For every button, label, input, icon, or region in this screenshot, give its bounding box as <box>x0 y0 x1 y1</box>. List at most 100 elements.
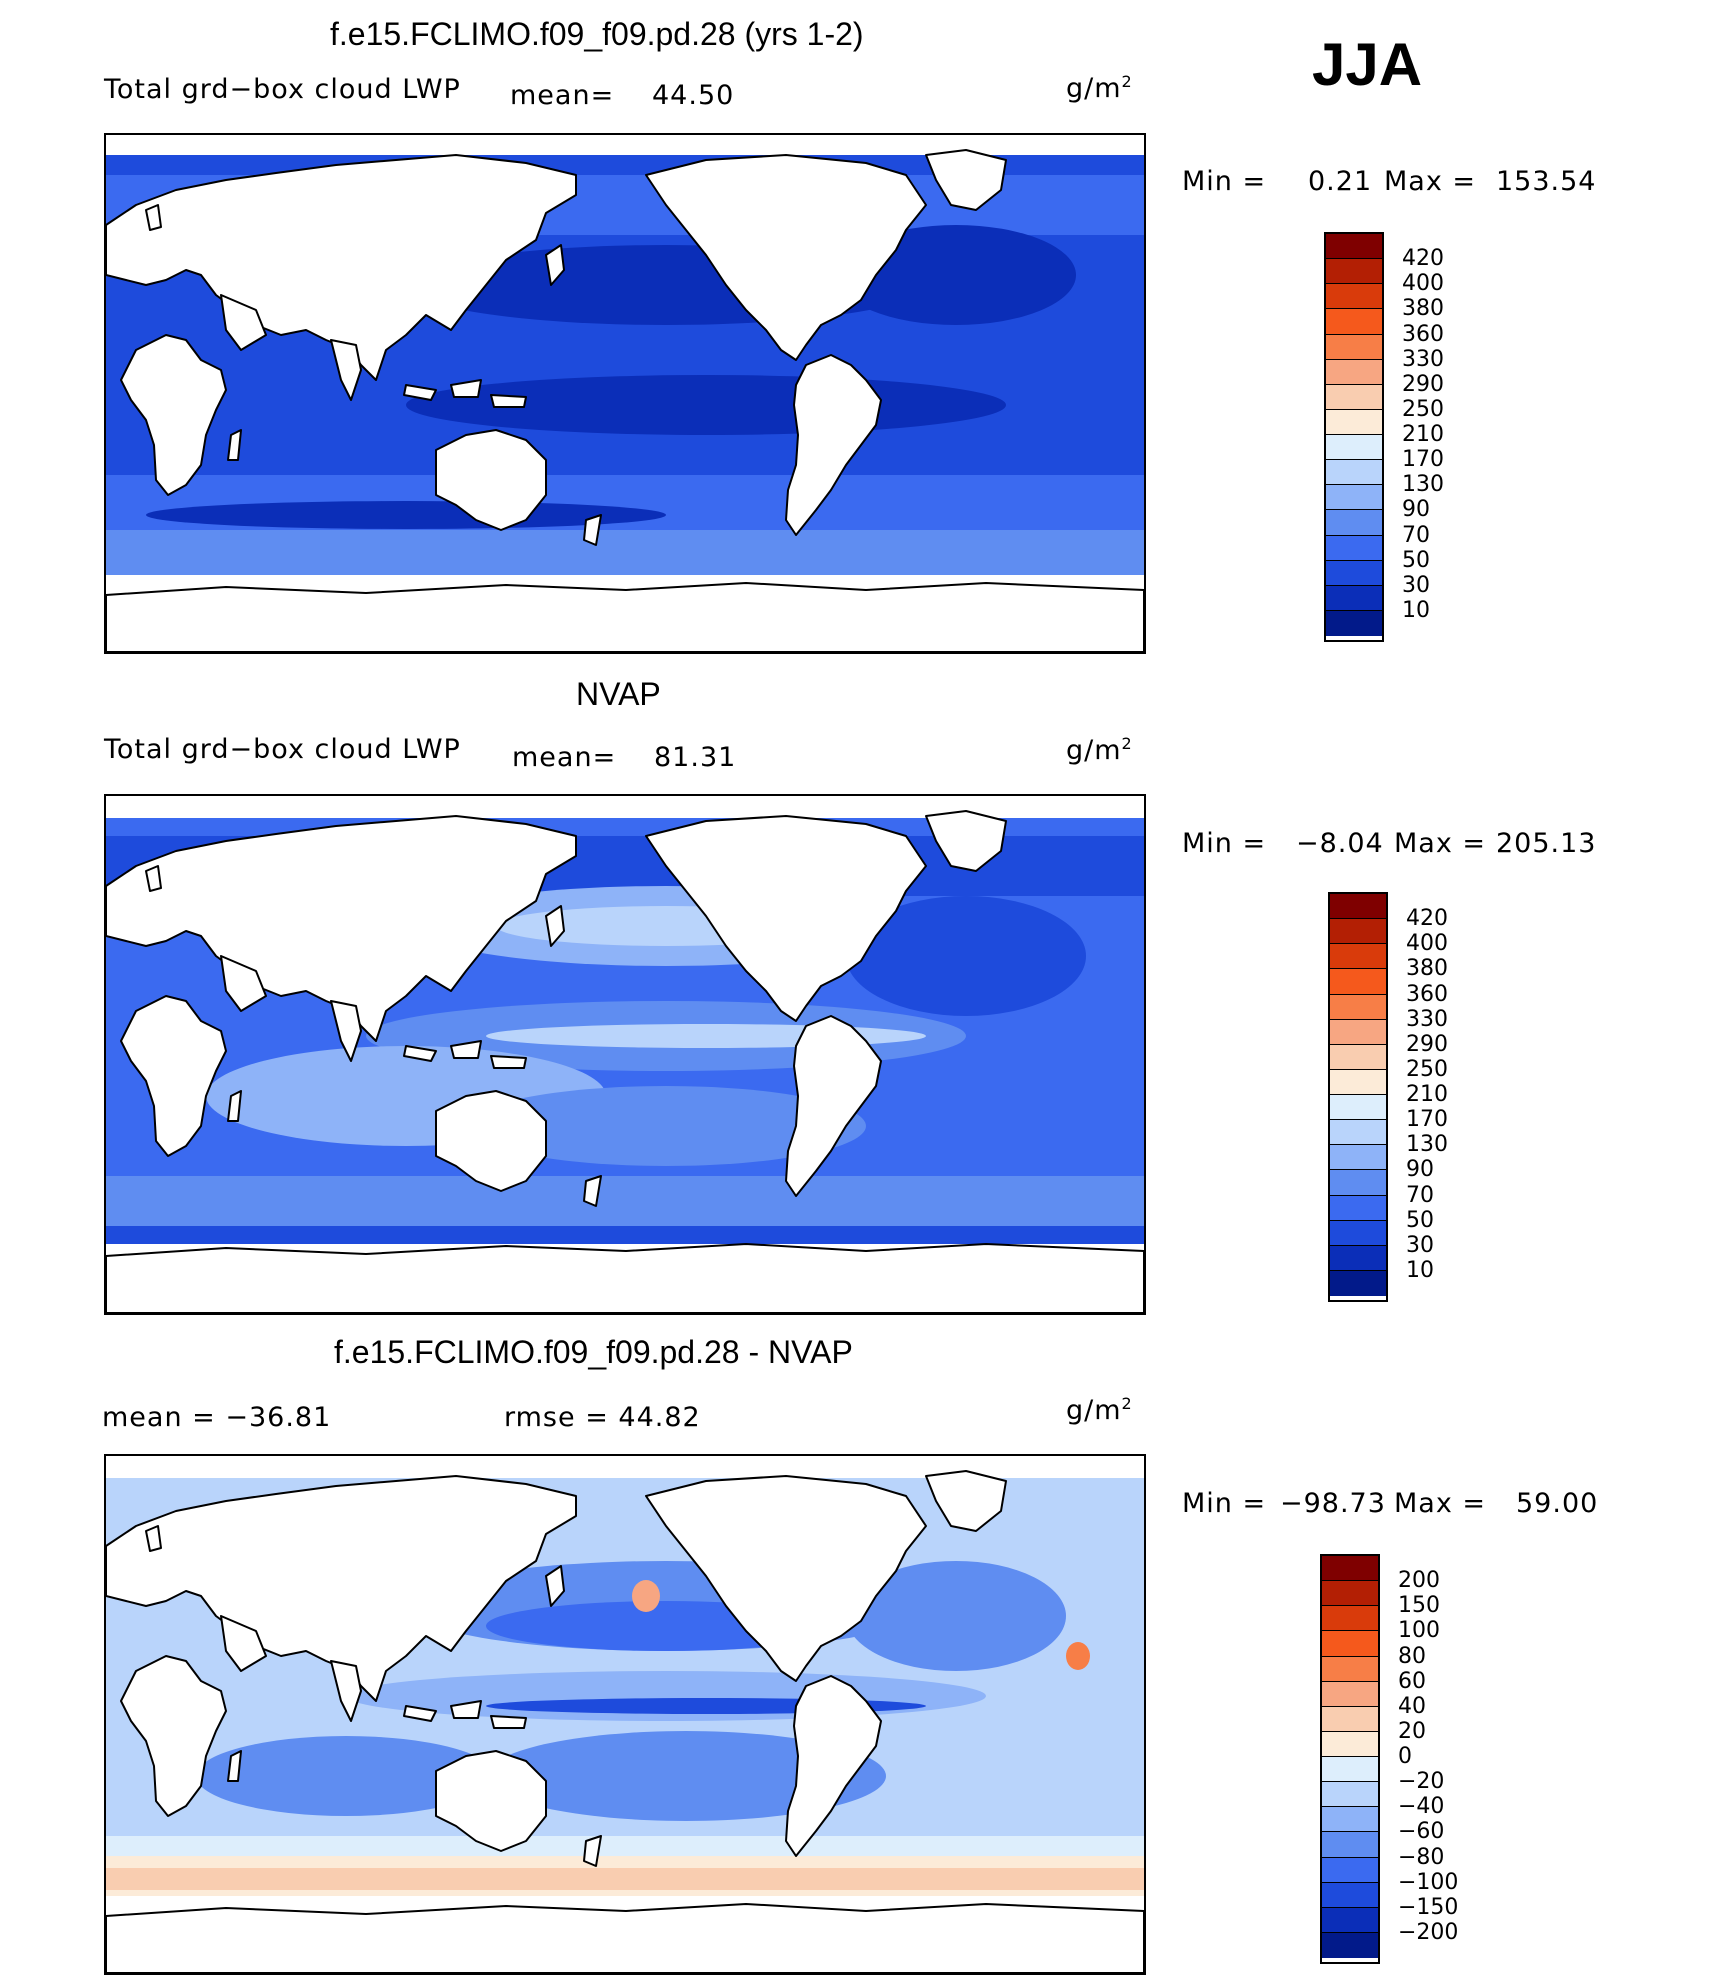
colorbar-tick-label: −100 <box>1398 1869 1459 1895</box>
panel3-title: f.e15.FCLIMO.f09_f09.pd.28 - NVAP <box>334 1334 853 1370</box>
colorbar-tick-label: 130 <box>1406 1132 1448 1158</box>
colorbar-segment <box>1326 435 1382 461</box>
panel3-max-value: 59.00 <box>1516 1488 1599 1519</box>
colorbar-segment <box>1322 1731 1378 1757</box>
panel2-variable: Total grd−box cloud LWP <box>104 734 461 765</box>
panel1-units: g/m2 <box>1066 72 1133 104</box>
colorbar-segment <box>1330 1170 1386 1196</box>
colorbar-tick-label: 400 <box>1402 271 1444 297</box>
colorbar-segment <box>1326 359 1382 385</box>
colorbar-segment <box>1326 610 1382 636</box>
landmass <box>106 1243 1144 1313</box>
colorbar-segment <box>1330 1245 1386 1271</box>
colorbar-segment <box>1322 1656 1378 1682</box>
colorbar-segment <box>1330 894 1386 920</box>
colorbar-tick-label: 70 <box>1406 1182 1434 1208</box>
landmass <box>583 514 602 546</box>
panel1-variable: Total grd−box cloud LWP <box>104 74 461 105</box>
landmass <box>120 995 227 1157</box>
panel1-mean-value: 44.50 <box>652 80 735 111</box>
colorbar-tick-label: 10 <box>1402 597 1430 623</box>
landmass <box>106 154 577 381</box>
landmass <box>450 1040 482 1059</box>
panel2-min-label: Min = <box>1182 828 1267 859</box>
colorbar-tick-label: 90 <box>1402 497 1430 523</box>
colorbar-tick-label: 290 <box>1406 1031 1448 1057</box>
colorbar-tick-label: 50 <box>1406 1207 1434 1233</box>
panel2-mean-value: 81.31 <box>654 742 737 773</box>
panel3-min-value: −98.73 <box>1280 1488 1386 1519</box>
colorbar-segment <box>1330 1145 1386 1171</box>
colorbar-segment <box>1326 409 1382 435</box>
colorbar-segment <box>1326 309 1382 335</box>
colorbar-segment <box>1322 1932 1378 1958</box>
landmass <box>925 149 1007 211</box>
colorbar-segment <box>1330 1019 1386 1045</box>
colorbar-tick-label: −150 <box>1398 1894 1459 1920</box>
colorbar-tick-label: 150 <box>1398 1593 1440 1619</box>
landmass <box>785 1675 882 1857</box>
colorbar-tick-label: 80 <box>1398 1643 1426 1669</box>
colorbar-segment <box>1322 1882 1378 1908</box>
landmass <box>227 429 242 461</box>
colorbar-segment <box>1322 1706 1378 1732</box>
panel3-colorbar <box>1320 1554 1380 1964</box>
colorbar-segment <box>1326 560 1382 586</box>
colorbar-segment <box>1330 1220 1386 1246</box>
colorbar-segment <box>1322 1807 1378 1833</box>
colorbar-tick-label: 360 <box>1406 981 1448 1007</box>
landmass <box>145 204 162 231</box>
landmass <box>330 1660 362 1722</box>
colorbar-tick-label: 170 <box>1406 1107 1448 1133</box>
landmass <box>106 1475 577 1702</box>
colorbar-segment <box>1326 535 1382 561</box>
colorbar-tick-label: 210 <box>1402 422 1444 447</box>
colorbar-tick-label: 380 <box>1406 956 1448 982</box>
landmass <box>106 815 577 1042</box>
landmass <box>145 1525 162 1552</box>
colorbar-segment <box>1330 919 1386 945</box>
landmass <box>645 154 927 361</box>
landmass <box>435 1750 547 1852</box>
colorbar-segment <box>1326 334 1382 360</box>
landmass <box>220 1615 267 1672</box>
panel1-min-label: Min = <box>1182 166 1267 197</box>
panel2-colorbar <box>1328 892 1388 1302</box>
landmass <box>435 1090 547 1192</box>
colorbar-segment <box>1326 585 1382 611</box>
panel2-mean-label: mean= <box>512 742 617 773</box>
colorbar-tick-label: 250 <box>1402 396 1444 422</box>
colorbar-tick-label: −60 <box>1398 1819 1445 1845</box>
colorbar-tick-label: −200 <box>1398 1919 1459 1945</box>
colorbar-segment <box>1330 944 1386 970</box>
colorbar-segment <box>1326 384 1382 410</box>
colorbar-tick-label: 360 <box>1402 321 1444 347</box>
colorbar-tick-label: 170 <box>1402 447 1444 473</box>
colorbar-segment <box>1326 234 1382 260</box>
landmass <box>330 1000 362 1062</box>
landmass <box>645 815 927 1022</box>
landmass <box>490 394 527 408</box>
colorbar-segment <box>1330 1095 1386 1121</box>
colorbar-tick-label: 70 <box>1402 522 1430 548</box>
colorbar-segment <box>1322 1631 1378 1657</box>
colorbar-segment <box>1330 1044 1386 1070</box>
panel3-units: g/m2 <box>1066 1394 1133 1426</box>
colorbar-tick-label: −80 <box>1398 1844 1445 1870</box>
colorbar-segment <box>1330 1270 1386 1296</box>
landmass <box>330 339 362 401</box>
landmass <box>545 905 565 947</box>
panel3-rmse: rmse = 44.82 <box>504 1402 701 1433</box>
landmass <box>785 354 882 536</box>
panel2-map <box>104 794 1146 1315</box>
colorbar-segment <box>1322 1782 1378 1808</box>
landmass <box>450 379 482 398</box>
panel1-title: f.e15.FCLIMO.f09_f09.pd.28 (yrs 1-2) <box>330 16 864 52</box>
colorbar-segment <box>1330 1120 1386 1146</box>
landmass <box>545 1565 565 1607</box>
colorbar-segment <box>1322 1857 1378 1883</box>
landmass <box>220 294 267 351</box>
colorbar-tick-label: 210 <box>1406 1082 1448 1107</box>
colorbar-tick-label: 330 <box>1402 346 1444 372</box>
landmass <box>403 1705 437 1722</box>
